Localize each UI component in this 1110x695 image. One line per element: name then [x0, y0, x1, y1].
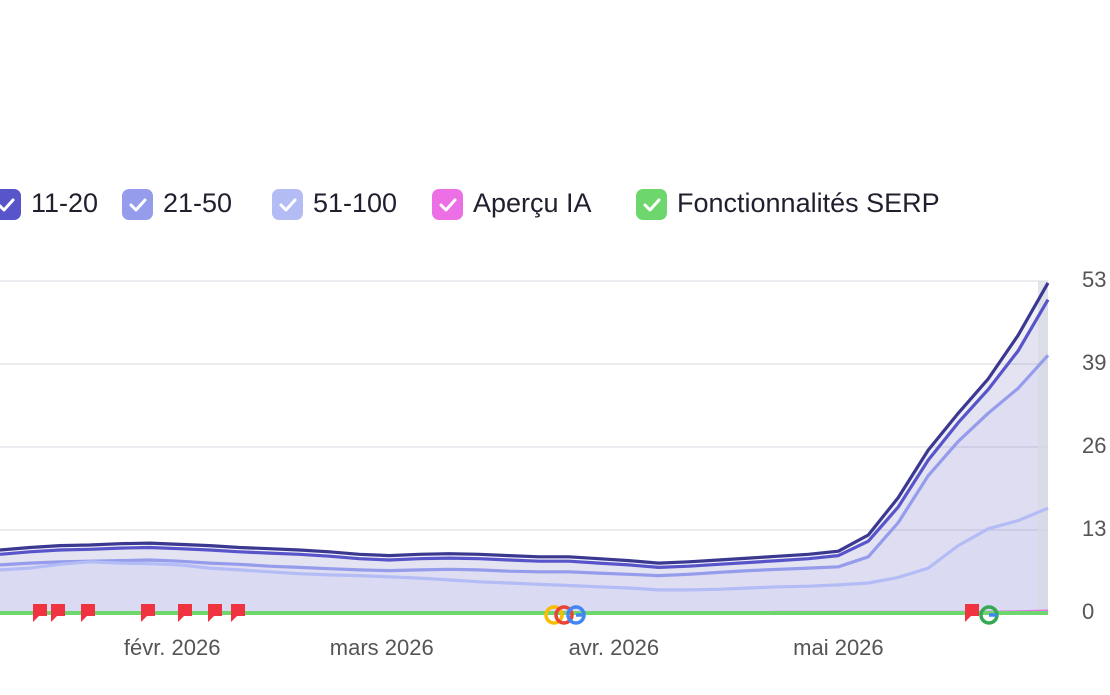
flags: [33, 604, 979, 622]
legend-label: Aperçu IA: [473, 188, 592, 218]
legend: 11-20 21-50 51-100 Aperçu IA Fonctionnalités…: [0, 188, 940, 220]
legend-checkbox[interactable]: [432, 189, 463, 220]
lines: [0, 282, 1050, 615]
area: [0, 355, 1048, 613]
y-tick-label: 39: [1082, 350, 1106, 375]
check-icon: [439, 198, 457, 212]
legend-checkbox[interactable]: [272, 189, 303, 220]
check-icon: [279, 198, 297, 212]
series-line: [0, 298, 1050, 569]
check-icon: [0, 198, 15, 212]
legend-label: Fonctionnalités SERP: [677, 188, 940, 218]
axes: 0 13 26 39 53 févr. 2026 mars 2026 avr. 2026 mai…: [124, 267, 1107, 660]
check-icon: [643, 198, 661, 212]
y-tick-label: 13: [1082, 516, 1106, 541]
area: [0, 299, 1048, 613]
series-line: [0, 282, 1050, 565]
legend-checkbox[interactable]: [122, 189, 153, 220]
legend-item[interactable]: Aperçu IA: [432, 188, 592, 220]
series-line: [0, 354, 1050, 578]
x-tick-label: mars 2026: [330, 635, 434, 660]
legend-checkbox[interactable]: [636, 189, 667, 220]
series-line: [0, 506, 1049, 592]
legend-item[interactable]: 11-20: [0, 188, 98, 220]
check-icon: [129, 198, 147, 212]
legend-item[interactable]: 21-50: [122, 188, 232, 220]
legend-label: 11-20: [31, 188, 98, 218]
google-icons: [544, 605, 999, 625]
legend-item[interactable]: 51-100: [272, 188, 397, 220]
y-tick-label: 53: [1082, 267, 1106, 292]
hover-band: [1038, 281, 1048, 613]
legend-label: 51-100: [313, 188, 397, 218]
annotations: [33, 604, 999, 625]
y-tick-label: 0: [1082, 599, 1094, 624]
y-tick-label: 26: [1082, 433, 1106, 458]
x-tick-label: avr. 2026: [569, 635, 660, 660]
x-tick-label: févr. 2026: [124, 635, 221, 660]
legend-item[interactable]: Fonctionnalités SERP: [636, 188, 940, 220]
x-tick-label: mai 2026: [793, 635, 884, 660]
legend-label: 21-50: [163, 188, 232, 218]
area: [0, 282, 1048, 613]
